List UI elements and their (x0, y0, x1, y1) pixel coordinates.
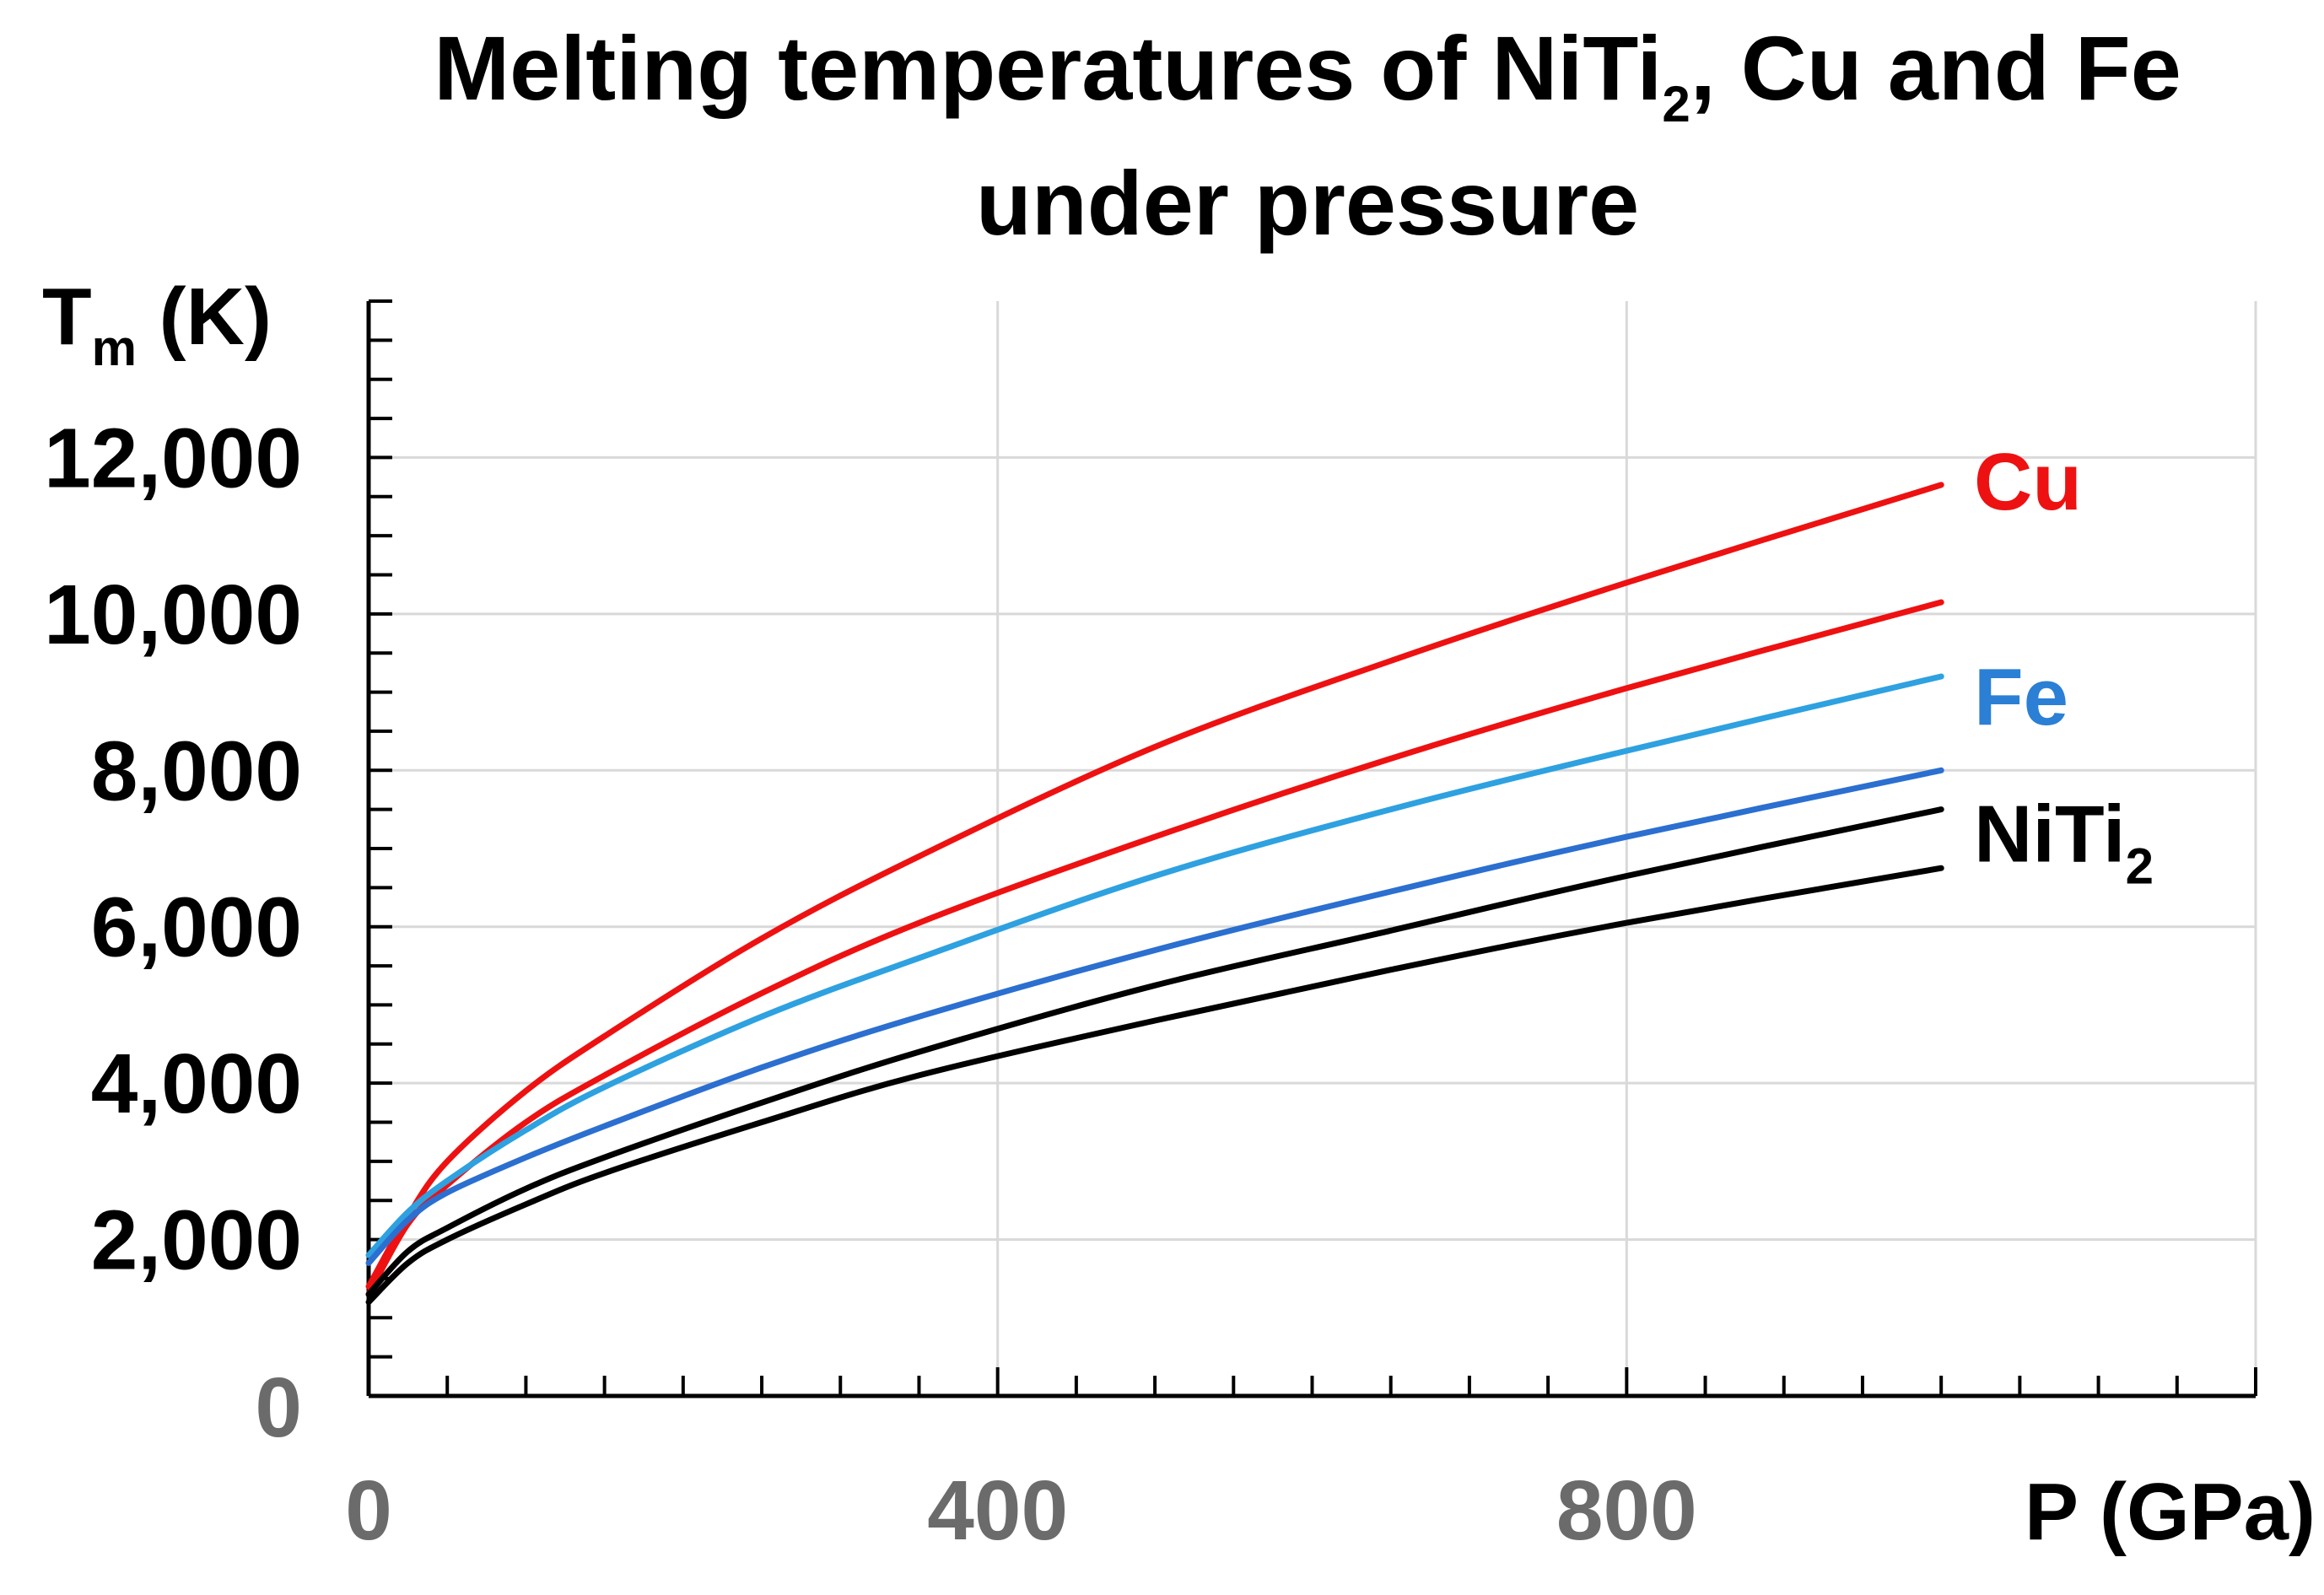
y-axis-label: Tm (K) (42, 272, 272, 376)
gridlines (369, 301, 2257, 1396)
series-labels: Cu Fe NiTi2 (1974, 437, 2154, 894)
axes (366, 299, 2257, 1398)
y-tick-label: 2,000 (91, 1194, 302, 1288)
x-axis-label: P (GPa) (2025, 1467, 2316, 1557)
y-tick-label: 10,000 (44, 568, 302, 662)
series-line-cu-upper (365, 482, 1944, 1290)
series-line-fe-upper (365, 673, 1944, 1258)
y-tick-label: 6,000 (91, 881, 302, 975)
y-tick-label: 8,000 (91, 724, 302, 818)
series-line-niti2-lower (365, 865, 1944, 1306)
y-tick-label: 4,000 (91, 1037, 302, 1131)
series-lines (365, 482, 1944, 1306)
series-label-niti2: NiTi2 (1974, 789, 2154, 894)
x-tick-labels: 0 400 800 (345, 1463, 1697, 1558)
y-tick-label: 0 (255, 1361, 302, 1455)
series-line-niti2-upper (365, 806, 1944, 1297)
series-label-fe: Fe (1974, 652, 2068, 742)
y-tick-labels: 0 2,000 4,000 6,000 8,000 10,000 12,000 (44, 411, 302, 1455)
x-tick-label: 800 (1556, 1463, 1697, 1558)
series-label-cu: Cu (1974, 437, 2082, 527)
series-line-fe-lower (365, 767, 1944, 1266)
x-tick-label: 0 (345, 1463, 392, 1558)
chart-title-line2: under pressure (976, 152, 1639, 254)
x-tick-label: 400 (927, 1463, 1068, 1558)
chart-title-line1: Melting temperatures of NiTi2, Cu and Fe (434, 17, 2181, 132)
y-tick-label: 12,000 (44, 411, 302, 505)
